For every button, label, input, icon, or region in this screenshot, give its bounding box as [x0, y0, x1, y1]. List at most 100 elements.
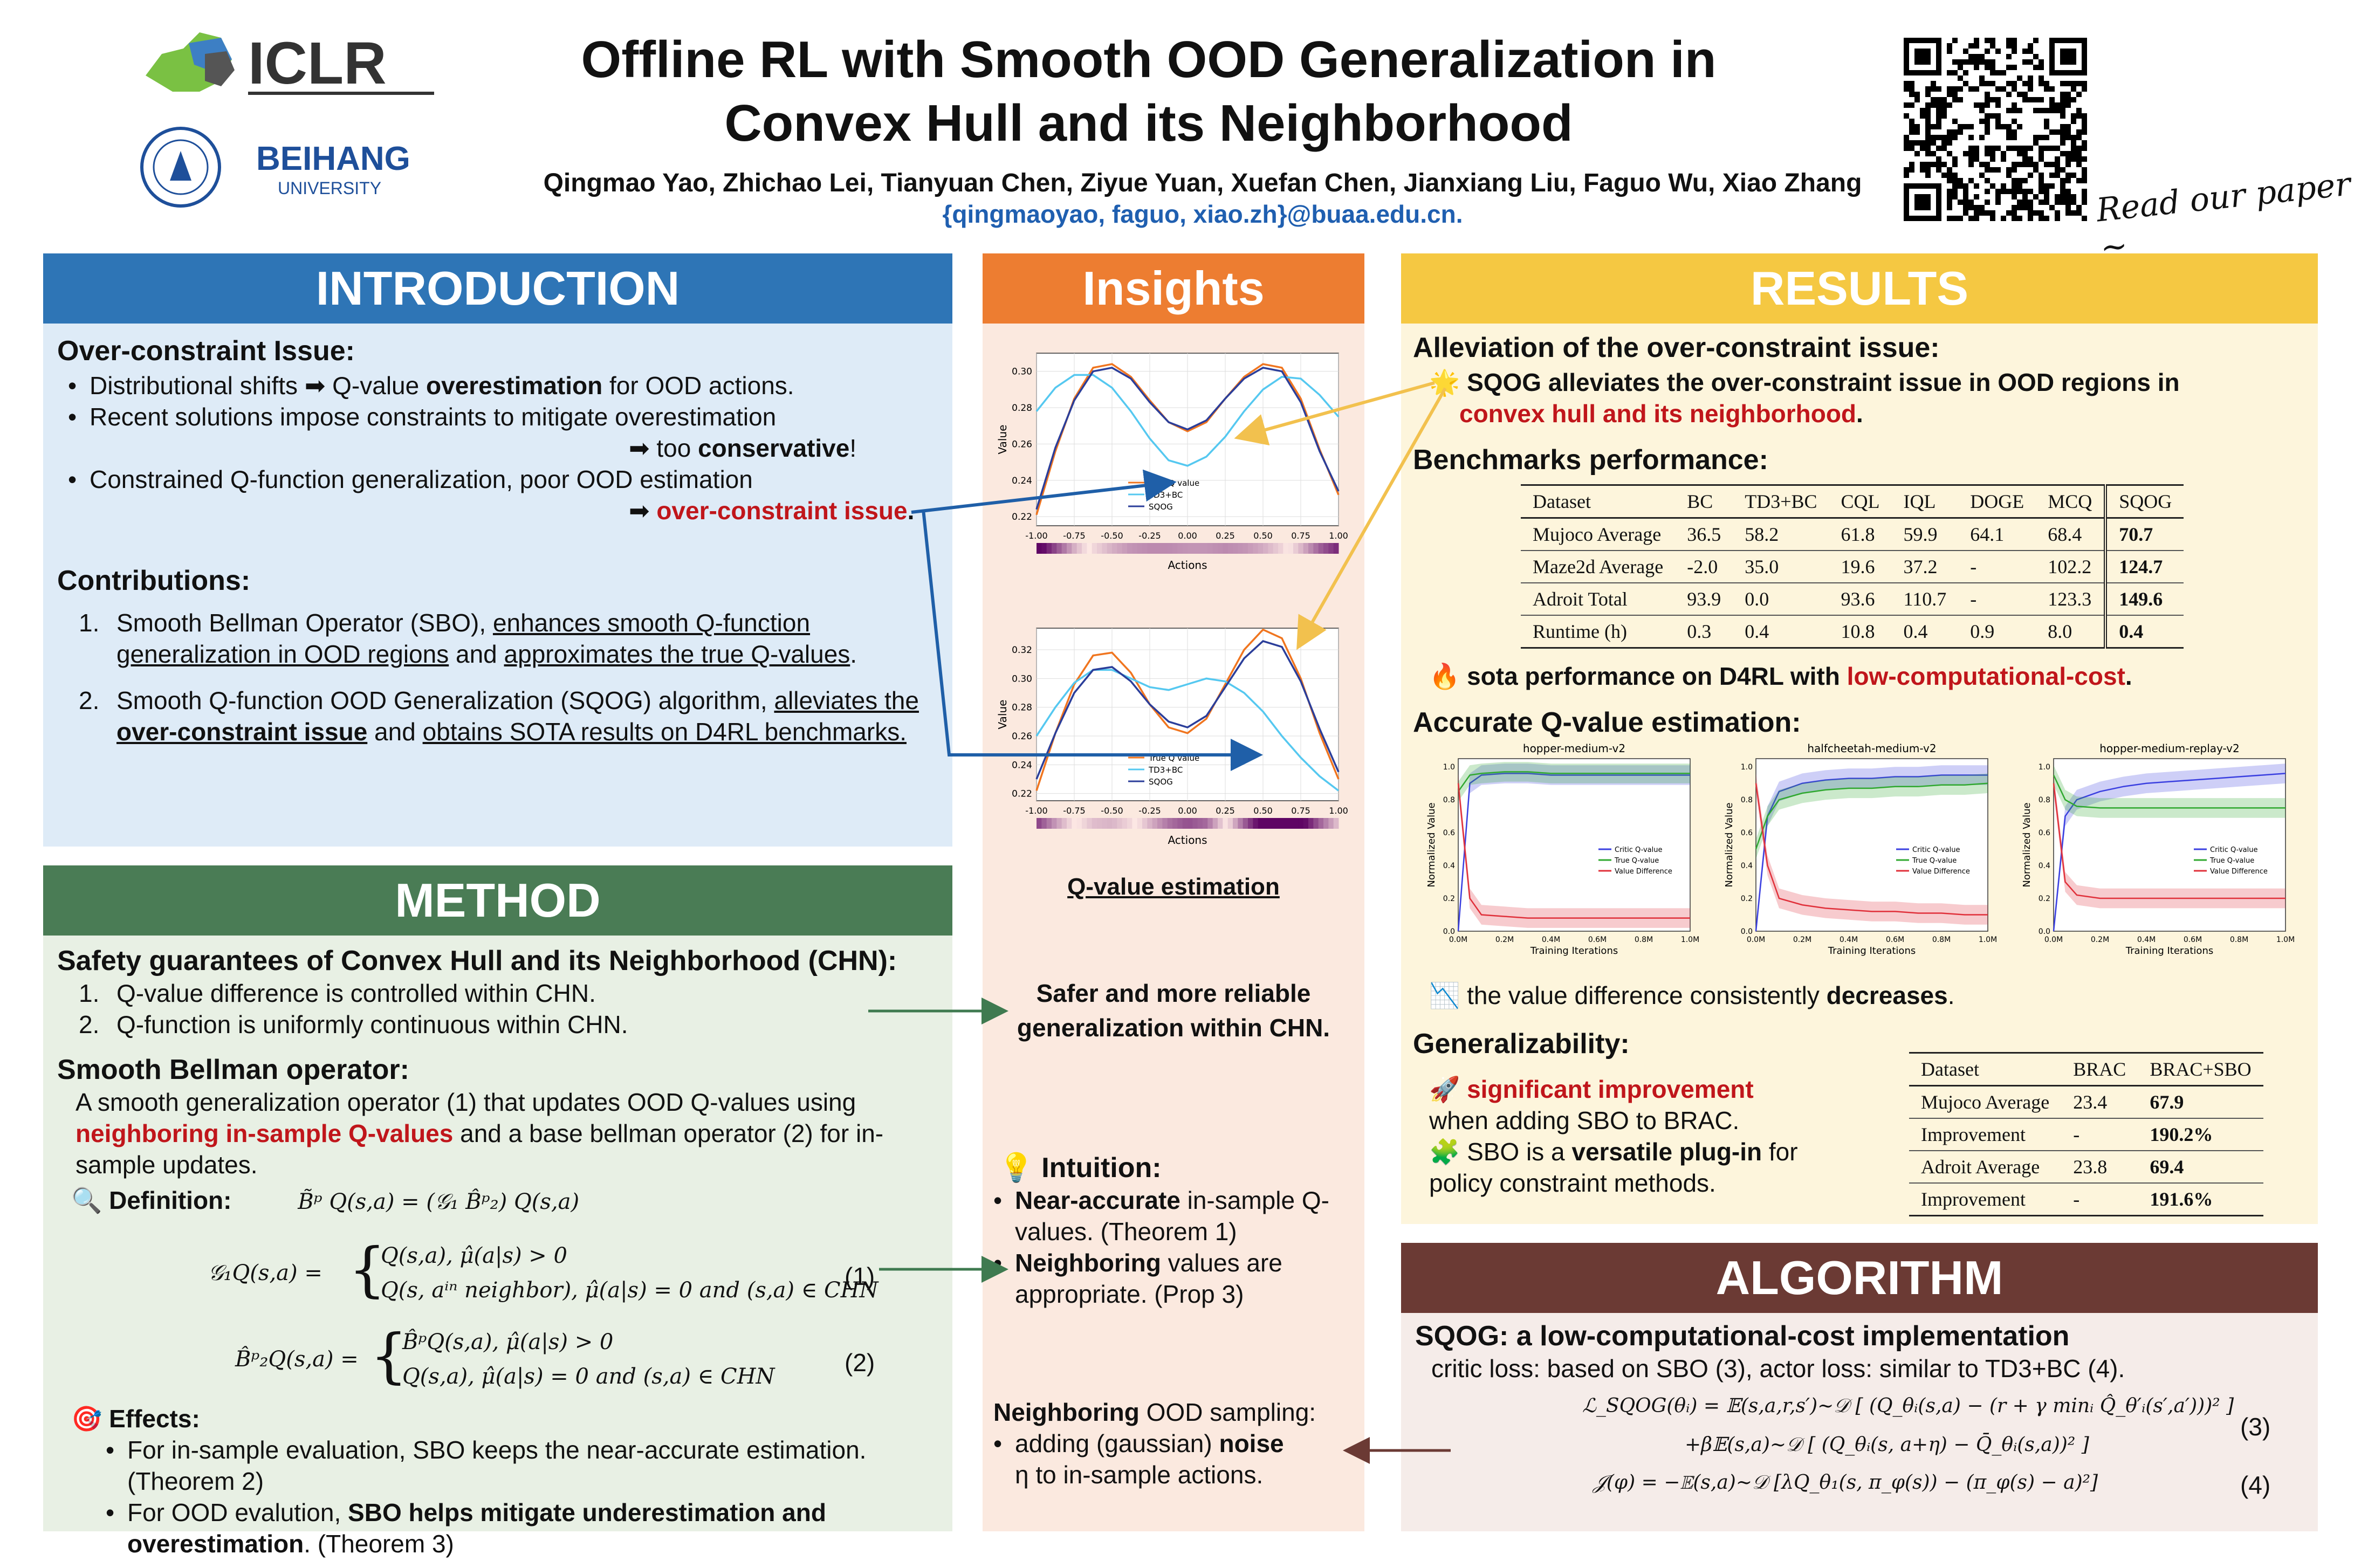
qr-module: [1974, 183, 1979, 189]
qr-module: [2039, 97, 2044, 102]
heatmap-cell: [1197, 818, 1203, 829]
x-tick-label: 0.50: [1253, 531, 1273, 541]
heatmap-cell: [1167, 543, 1173, 554]
qr-module: [1995, 119, 2001, 124]
iclr-logo: ICLR: [140, 22, 442, 102]
qr-module: [2001, 156, 2006, 162]
qr-module: [2065, 81, 2071, 86]
heatmap-cell: [1087, 818, 1093, 829]
qr-module: [1947, 70, 1952, 75]
heatmap-cell: [1218, 543, 1223, 554]
qr-module: [2001, 124, 2006, 129]
table-cell: 23.4: [2061, 1085, 2138, 1119]
table-cell: 70.7: [2104, 518, 2184, 551]
table-row: Mujoco Average 36.5 58.2 61.8 59.9 64.1 68.4 70…: [1521, 518, 2184, 551]
chart-title: hopper-medium-v2: [1523, 742, 1625, 755]
qr-module: [1936, 97, 1941, 102]
qr-module: [2071, 156, 2076, 162]
qr-module: [1995, 102, 2001, 108]
qr-module: [1947, 205, 1952, 210]
qr-module: [2044, 146, 2049, 151]
arrow-right-icon: ➡: [629, 434, 650, 462]
qr-module: [1909, 129, 1914, 135]
series-band: [1756, 773, 1988, 925]
qr-module: [1947, 167, 1952, 173]
qr-module: [1931, 86, 1936, 92]
y-axis-label: Value: [996, 425, 1009, 455]
qr-module: [1909, 124, 1914, 129]
qr-module: [1936, 156, 1941, 162]
heatmap-cell: [1137, 543, 1143, 554]
y-tick-label: 1.0: [2039, 763, 2050, 772]
plot-area: [2053, 758, 2286, 932]
series-band: [1756, 765, 1988, 931]
legend-label: Critic Q-value: [1615, 846, 1662, 854]
qr-module: [2006, 65, 2012, 70]
y-tick-label: 0.6: [1443, 829, 1455, 837]
qr-module: [2065, 92, 2071, 97]
qr-module: [2082, 167, 2087, 173]
qr-module: [1909, 162, 1914, 167]
heatmap-cell: [1067, 543, 1072, 554]
qr-module: [1979, 54, 1985, 59]
qr-module: [1952, 86, 1958, 92]
contributions-title: Contributions:: [57, 565, 251, 596]
qr-module: [2039, 216, 2044, 221]
qr-module: [2071, 97, 2076, 102]
qr-module: [1985, 119, 1990, 124]
heatmap-cell: [1112, 818, 1117, 829]
qr-module: [1925, 162, 1931, 167]
qr-module: [2055, 102, 2060, 108]
qr-module: [2071, 200, 2076, 205]
qr-module: [2017, 189, 2022, 194]
heatmap-cell: [1328, 543, 1334, 554]
x-tick-label: 0.50: [1253, 806, 1273, 816]
table-cell: MCQ: [2036, 484, 2106, 519]
heatmap-cell: [1037, 543, 1042, 554]
qr-module: [1995, 113, 2001, 119]
table-cell: Adroit Total: [1521, 583, 1676, 616]
qr-module: [1904, 167, 1909, 173]
table-cell: 149.6: [2104, 583, 2184, 616]
qr-module: [2001, 216, 2006, 221]
x-axis-label: Training Iterations: [1530, 945, 1618, 957]
legend-label: TD3+BC: [1148, 765, 1183, 775]
qr-module: [2006, 38, 2012, 43]
heatmap-cell: [1303, 543, 1309, 554]
series-line: [1035, 374, 1340, 467]
qr-code-icon[interactable]: [1904, 38, 2087, 221]
definition-row: 🔍 Definition: B̃ᵖ Q(s,a) = (𝒢₁ B̂ᵖ₂) Q(s…: [71, 1186, 580, 1214]
qr-module: [1979, 81, 1985, 86]
qr-module: [2039, 189, 2044, 194]
chart-decreasing-icon: 📉: [1429, 981, 1460, 1009]
qr-module: [1990, 216, 1995, 221]
qr-module: [2055, 129, 2060, 135]
legend-label: True Q-value: [2209, 857, 2254, 865]
qr-module: [1925, 140, 1931, 146]
issue-bullet-1: Distributional shifts ➡ Q-value overesti…: [57, 370, 938, 401]
qr-module: [1979, 173, 1985, 178]
heatmap-cell: [1117, 818, 1123, 829]
qr-module: [1958, 124, 1963, 129]
qr-module: [2039, 151, 2044, 156]
heatmap-cell: [1278, 818, 1284, 829]
qr-module: [2001, 86, 2006, 92]
qr-module: [2012, 162, 2017, 167]
qr-module: [2012, 189, 2017, 194]
y-axis-label: Normalized Value: [1724, 802, 1735, 887]
insight-chart-1: 0.22 0.24 0.26 0.28 0.30 -1.00 -0.75 -0.50 -0.25…: [993, 342, 1360, 599]
qr-module: [1963, 59, 1968, 65]
x-tick-label: 0.8M: [1932, 936, 1951, 944]
x-tick-label: 0.0M: [2044, 936, 2063, 944]
qr-module: [1941, 162, 1947, 167]
sbo-title: Smooth Bellman operator:: [57, 1054, 409, 1085]
heatmap-cell: [1263, 543, 1268, 554]
qr-module: [1985, 167, 1990, 173]
table-header-row: Dataset BC TD3+BC CQL IQL DOGE MCQ SQOG: [1521, 484, 2184, 519]
table-cell: Adroit Average: [1909, 1151, 2062, 1184]
heatmap-cell: [1248, 818, 1253, 829]
qr-module: [2039, 178, 2044, 183]
alleviation-text: 🌟 SQOG alleviates the over-constraint is…: [1429, 368, 2180, 428]
qr-module: [2049, 129, 2055, 135]
table-cell: 37.2: [1891, 551, 1959, 583]
